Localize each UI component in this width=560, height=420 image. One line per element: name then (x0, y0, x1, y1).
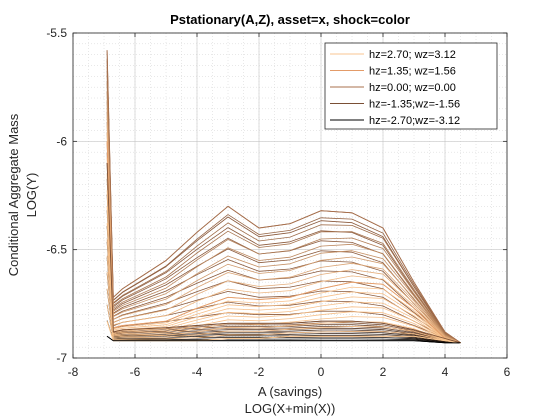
y-axis-title: Conditional Aggregate Mass (6, 113, 21, 276)
legend-entry: hz=-1.35;wz=-1.56 (369, 99, 460, 111)
series-line (106, 288, 461, 344)
series-line-key (106, 141, 461, 344)
series-line (106, 320, 461, 344)
series-line (106, 66, 461, 344)
y-axis-ticks: -7 -6.5 -6 -5.5 (46, 26, 507, 365)
legend: hz=2.70; wz=3.12 hz=1.35; wz=1.56 hz=0.00;… (324, 42, 498, 130)
series-line (106, 58, 461, 344)
series-line (106, 223, 461, 344)
x-tick-label: 2 (380, 365, 387, 379)
series-line (106, 206, 461, 344)
series-line (106, 210, 461, 344)
x-axis-subtitle: LOG(X+min(X)) (245, 401, 336, 416)
series-line (106, 173, 461, 344)
series-line (106, 91, 461, 344)
y-tick-label: -6 (56, 134, 67, 148)
x-tick-label: 4 (442, 365, 449, 379)
series-line-key (106, 50, 461, 344)
x-axis-title: A (savings) (258, 384, 322, 399)
series-line-key (106, 162, 461, 344)
x-tick-label: 0 (318, 365, 325, 379)
legend-entry: hz=-2.70;wz=-3.12 (369, 115, 460, 127)
series-line (106, 83, 461, 344)
legend-entry: hz=0.00; wz=0.00 (369, 82, 456, 94)
series-line (106, 121, 461, 344)
y-tick-label: -5.5 (46, 26, 67, 40)
series-line (106, 133, 461, 344)
series-line (106, 239, 461, 344)
legend-box (324, 42, 498, 130)
y-tick-label: -6.5 (46, 243, 67, 257)
series-line (106, 124, 461, 344)
x-tick-label: -6 (130, 365, 141, 379)
series-line (106, 157, 461, 344)
x-axis-ticks: -8 -6 -4 -2 0 2 4 6 (68, 33, 511, 379)
x-tick-label: -8 (68, 365, 79, 379)
series-line (106, 108, 461, 344)
x-tick-label: 6 (504, 365, 511, 379)
x-tick-label: -2 (254, 365, 265, 379)
legend-entry: hz=1.35; wz=1.56 (369, 66, 456, 78)
y-axis-subtitle: LOG(Y) (24, 173, 39, 218)
series-line (106, 272, 461, 344)
axes-box (72, 32, 508, 359)
series-line (106, 152, 461, 344)
series-line (106, 116, 461, 344)
series-line-key (106, 335, 461, 344)
series-line (106, 304, 461, 344)
legend-entry: hz=2.70; wz=3.12 (369, 49, 456, 61)
series-layer (106, 50, 461, 344)
series-line (106, 99, 461, 344)
x-tick-label: -4 (192, 365, 203, 379)
series-line (106, 257, 461, 344)
y-tick-label: -7 (56, 351, 67, 365)
series-line (106, 75, 461, 344)
chart-title: Pstationary(A,Z), asset=x, shock=color (170, 12, 410, 27)
series-line (106, 70, 461, 344)
